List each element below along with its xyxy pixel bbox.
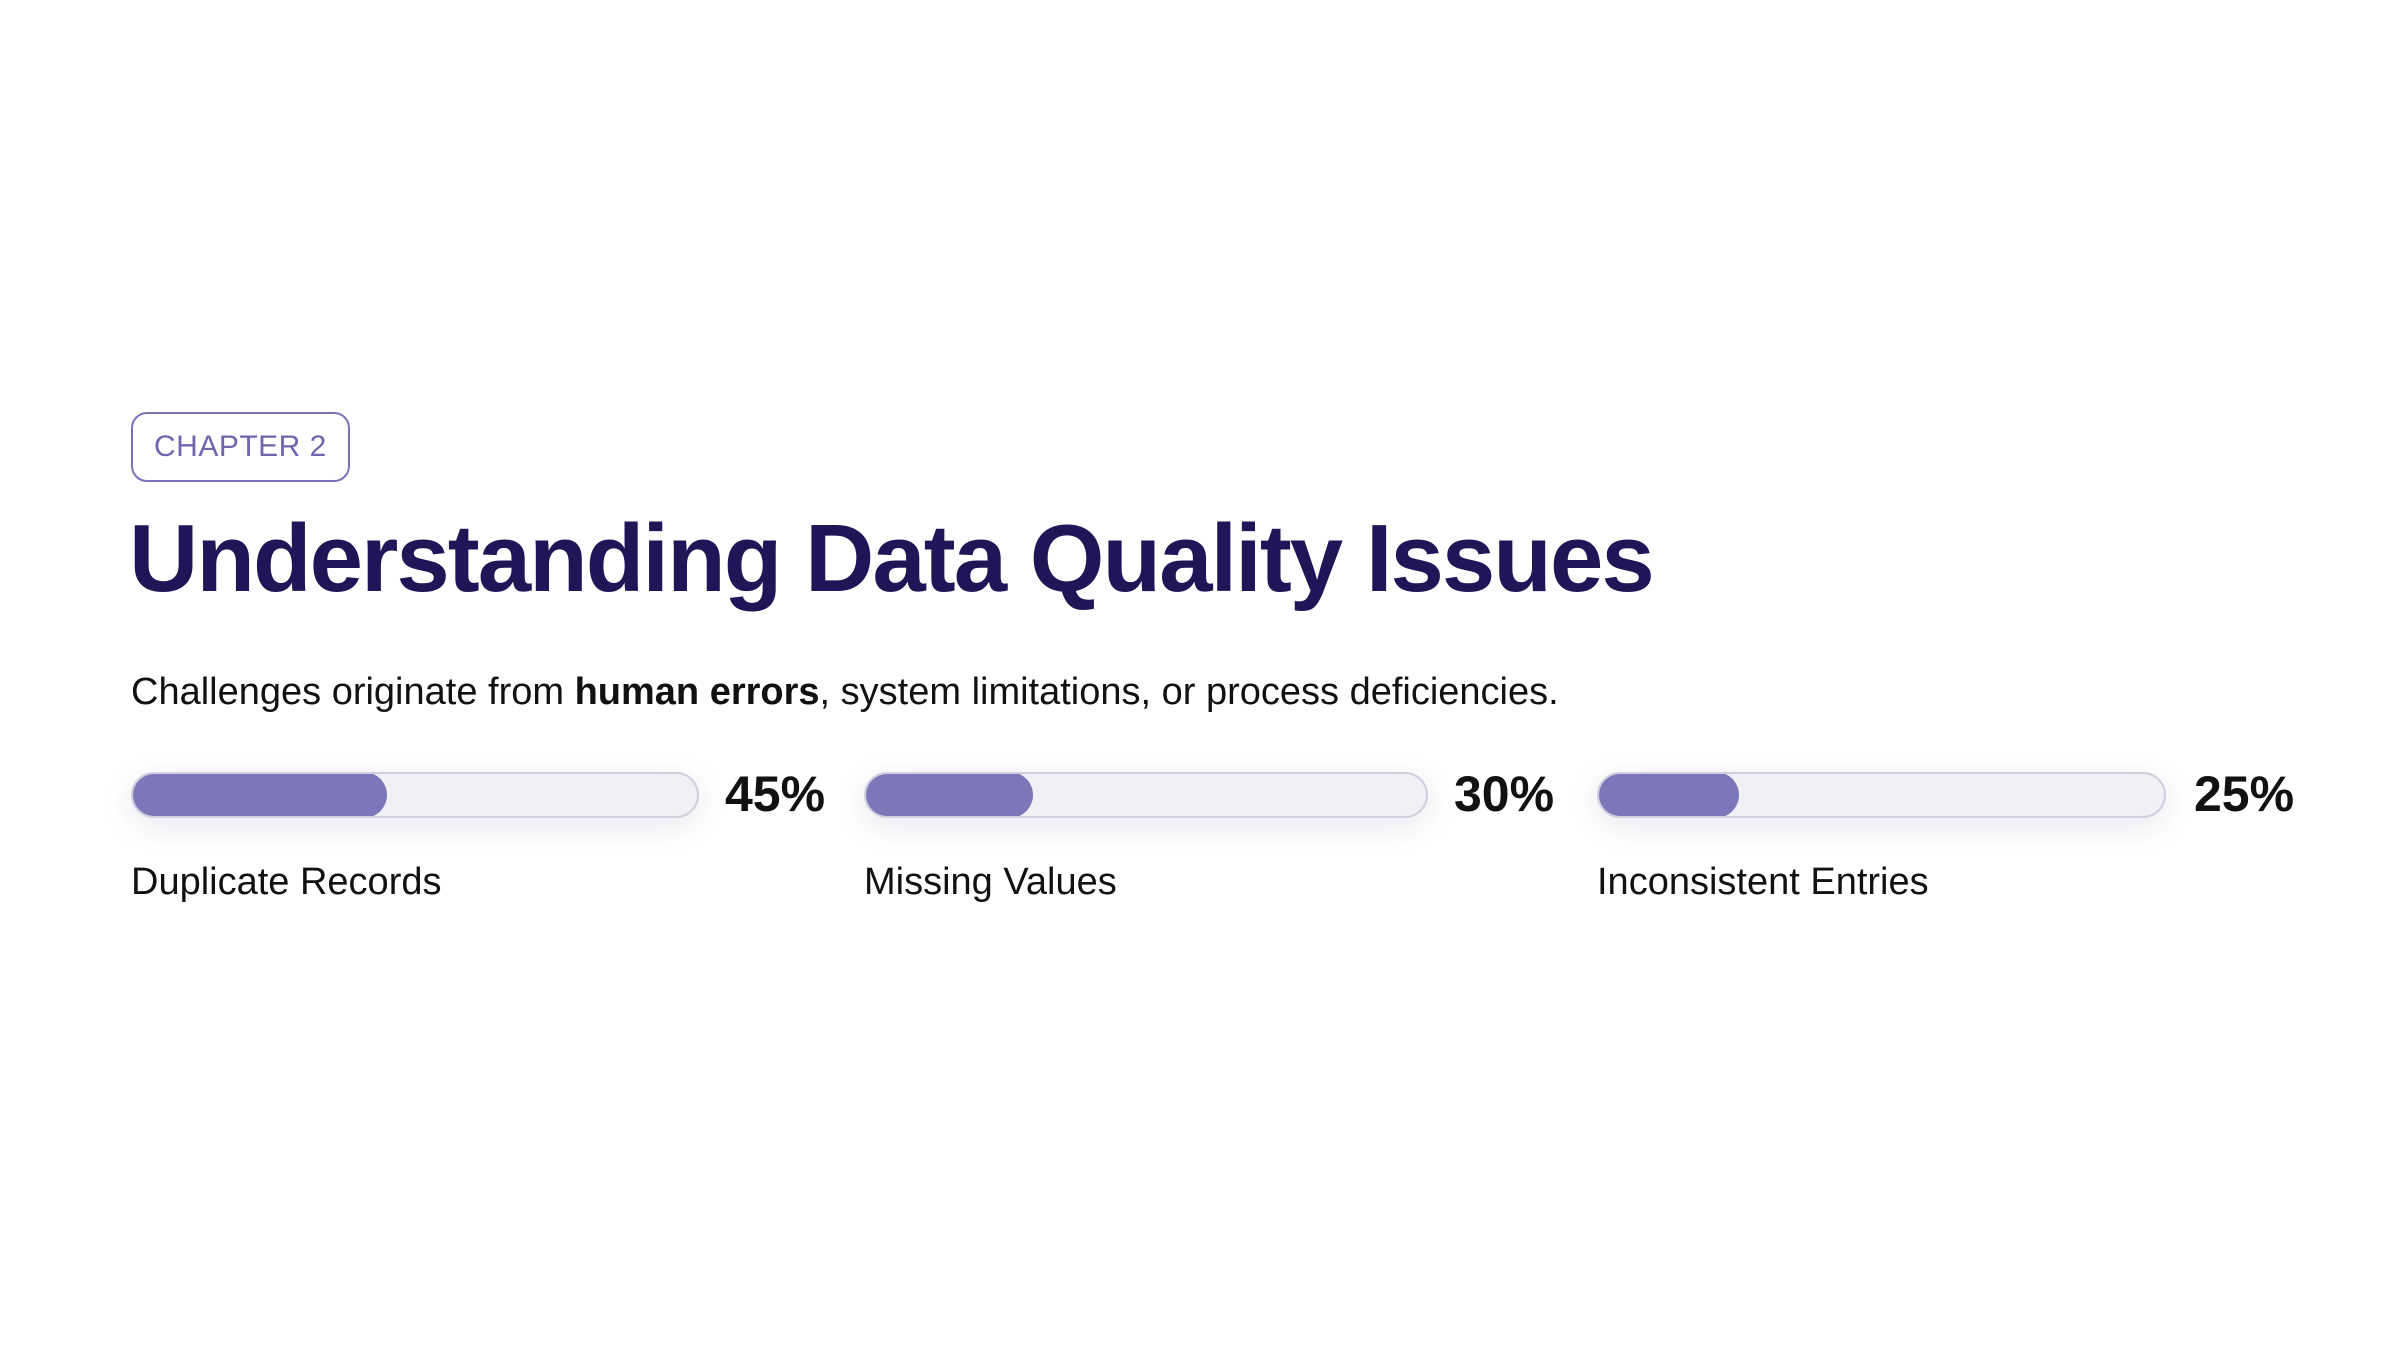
chapter-label: CHAPTER 2 (154, 430, 327, 463)
progress-row: 30% (864, 760, 1554, 830)
metric-duplicate-records: 45% Duplicate Records (131, 760, 825, 920)
metric-missing-values: 30% Missing Values (864, 760, 1554, 920)
progress-fill (133, 773, 387, 816)
slide-content: CHAPTER 2 Understanding Data Quality Iss… (129, 412, 2294, 920)
metrics-row: 45% Duplicate Records 30% Missing Values… (131, 760, 2294, 920)
progress-row: 45% (131, 760, 825, 830)
progress-track (131, 771, 699, 818)
progress-track (864, 771, 1428, 818)
metric-label: Missing Values (864, 860, 1117, 903)
subtitle-prefix: Challenges originate from (131, 671, 575, 714)
percentage-value: 30% (1454, 765, 1555, 822)
subtitle-suffix: , system limitations, or process deficie… (819, 671, 1559, 714)
progress-track (1597, 771, 2166, 818)
progress-row: 25% (1597, 760, 2294, 830)
progress-fill (1599, 773, 1739, 816)
chapter-badge: CHAPTER 2 (131, 412, 350, 482)
metric-label: Duplicate Records (131, 860, 442, 903)
metric-label: Inconsistent Entries (1597, 860, 1929, 903)
subtitle: Challenges originate from human errors, … (131, 670, 2291, 716)
subtitle-emphasis: human errors (574, 671, 820, 714)
percentage-value: 45% (725, 765, 826, 822)
page-title: Understanding Data Quality Issues (129, 505, 1655, 612)
progress-fill (866, 773, 1033, 816)
percentage-value: 25% (2194, 765, 2295, 822)
metric-inconsistent-entries: 25% Inconsistent Entries (1597, 760, 2294, 920)
